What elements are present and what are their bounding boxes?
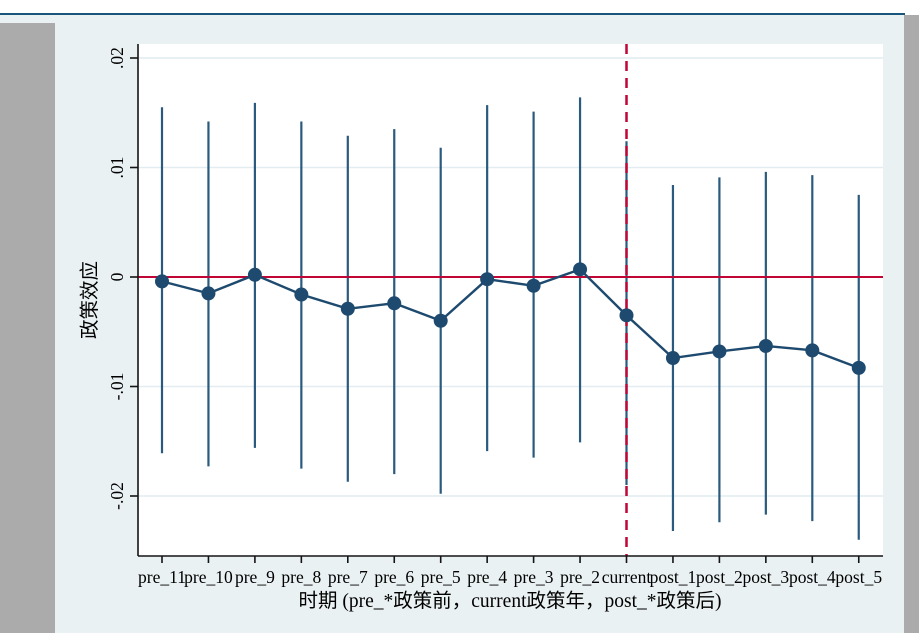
y-tick-label: .01 [107,157,127,179]
data-point-marker [573,262,588,277]
x-tick-label: post_1 [650,567,697,587]
x-tick-label: current [602,567,652,587]
y-tick-label: 0 [107,272,127,281]
x-tick-label: pre_10 [184,567,233,587]
data-point-marker [433,313,448,328]
x-tick-label: post_2 [696,567,743,587]
series-line-group [161,267,860,370]
x-tick-label: pre_5 [421,567,461,587]
plot-area [138,44,883,556]
data-point-marker [247,267,262,282]
x-tick-label: pre_7 [328,567,368,587]
data-point-marker [758,338,773,353]
x-tick-label: post_5 [835,567,882,587]
markers [155,262,866,375]
x-tick-label: pre_2 [560,567,600,587]
y-tick-label: -.01 [107,373,127,401]
data-point-marker [712,344,727,359]
axes [130,44,883,563]
x-axis-title: 时期 (pre_*政策前，current政策年，post_*政策后) [299,590,722,612]
x-tick-label: post_3 [743,567,790,587]
x-tick-label: pre_6 [374,567,414,587]
data-point-marker [155,274,169,289]
y-axis-title: 政策效应 [79,261,101,339]
x-tick-label: pre_8 [281,567,321,587]
y-tick-label: .02 [107,47,127,69]
series-line [161,267,860,370]
window-chrome-left-strip [0,23,55,633]
x-tick-label: pre_9 [235,567,275,587]
data-point-marker [851,360,866,375]
plot-area-layer [138,44,883,556]
data-point-marker [665,351,680,366]
data-point-marker [805,343,820,358]
x-tick-label: pre_3 [514,567,554,587]
window-chrome-right-strip [904,15,919,633]
data-point-marker [526,278,541,293]
data-point-marker [340,301,355,316]
data-point-marker [387,296,402,311]
x-tick-label: pre_4 [467,567,507,587]
data-point-marker [294,287,309,302]
data-point-marker [480,272,495,287]
data-point-marker [619,308,634,323]
window-top-border [0,13,905,15]
x-tick-label: post_4 [789,567,836,587]
x-tick-label: pre_11 [138,567,186,587]
y-tick-label: -.02 [107,482,127,510]
data-point-marker [201,286,216,301]
